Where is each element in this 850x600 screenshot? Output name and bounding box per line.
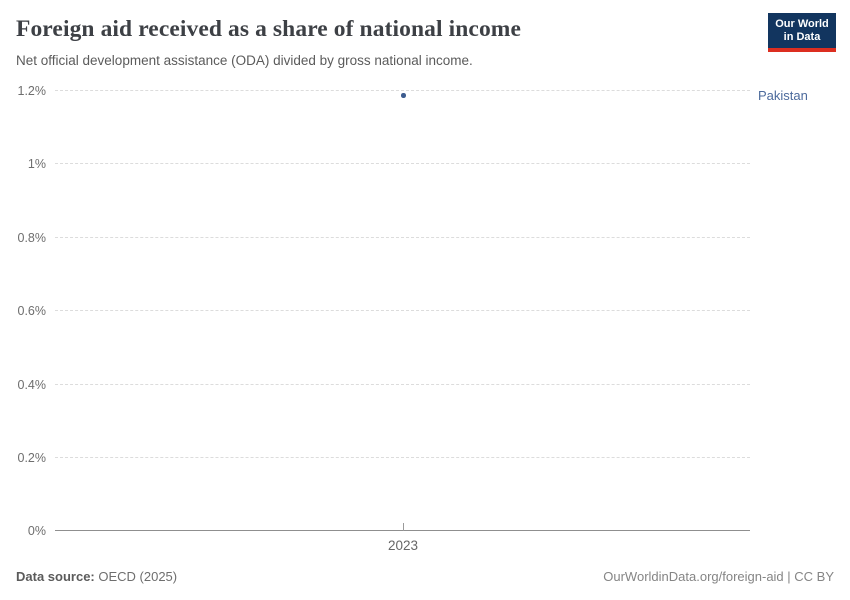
x-axis-line [55,530,750,531]
owid-logo-line2: in Data [783,31,821,43]
gridline-row: 0.8% [0,232,760,244]
y-axis-tick-label: 0.2% [17,451,47,465]
gridline-row: 1% [0,158,760,170]
gridline [55,237,750,238]
gridline-row: 0.2% [0,452,760,464]
y-axis-tick-label: 0% [27,524,46,538]
license-credit-link[interactable]: OurWorldinData.org/foreign-aid | CC BY [603,569,834,584]
gridline-row: 0% [0,525,760,537]
gridline [55,90,750,91]
y-axis-tick-label: 1% [27,157,46,171]
data-source-value: OECD (2025) [94,569,178,584]
data-source-note: Data source: OECD (2025) [16,569,177,584]
owid-logo[interactable]: Our World in Data [768,13,836,52]
gridline [55,163,750,164]
chart-title: Foreign aid received as a share of natio… [16,16,521,42]
chart-subtitle: Net official development assistance (ODA… [16,53,473,68]
gridline-row: 1.2% [0,85,760,97]
gridline-row: 0.4% [0,379,760,391]
x-axis-tick-label: 2023 [387,538,419,553]
gridline [55,384,750,385]
gridline-row: 0.6% [0,305,760,317]
owid-logo-line1: Our World [775,18,829,30]
series-label-pakistan[interactable]: Pakistan [758,88,808,103]
y-axis-tick-label: 1.2% [17,84,47,98]
gridline [55,457,750,458]
data-point-pakistan-2023[interactable] [401,93,406,98]
y-axis-tick-label: 0.8% [17,231,47,245]
y-axis-tick-label: 0.6% [17,304,47,318]
y-axis-tick-label: 0.4% [17,378,47,392]
data-source-label: Data source: [16,569,95,584]
x-axis-tick-mark [403,523,404,531]
gridline [55,310,750,311]
